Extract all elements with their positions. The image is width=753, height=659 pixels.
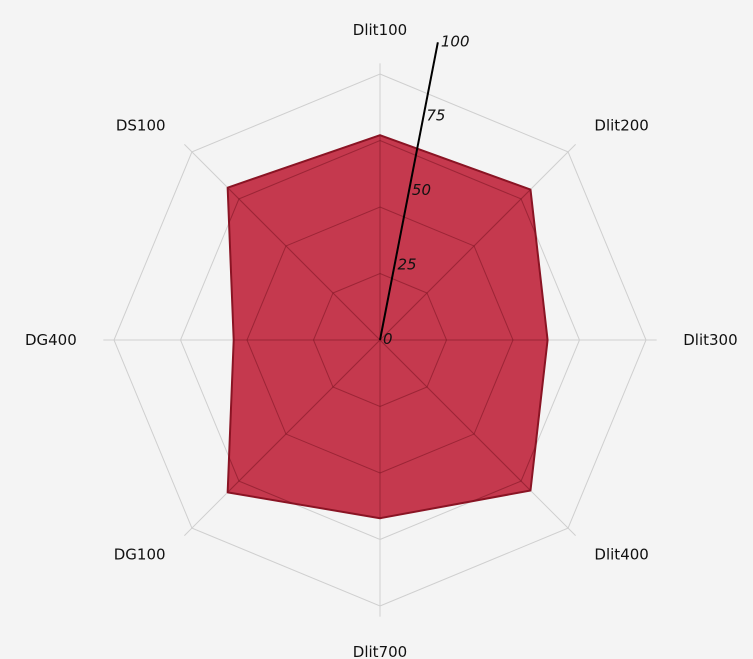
category-label: Dlit300 [683,331,737,349]
radial-tick-labels: 0 25 50 75 100 [383,32,470,348]
grid-spoke-overlay [227,339,381,493]
radial-tick-label: 100 [441,32,470,50]
radial-tick-label: 50 [412,181,431,199]
category-label: Dlit200 [594,117,648,135]
category-label: DS100 [116,117,166,135]
radial-tick-label: 0 [383,330,393,348]
radial-axis-line [379,42,439,341]
grid-spoke-overlay [227,187,381,341]
category-label: Dlit100 [353,21,407,39]
grid-ring-overlay [312,272,448,408]
radial-tick-label: 25 [397,256,416,274]
grid-ring-overlay [246,206,514,474]
category-label: DG100 [114,545,166,563]
category-label: Dlit400 [594,545,648,563]
grid-spoke-overlay [379,339,531,491]
radial-tick-label: 75 [426,107,445,125]
category-label: Dlit700 [353,643,407,659]
grid-spoke-overlay [379,189,531,341]
category-labels: Dlit100 Dlit200 Dlit300 Dlit400 Dlit700 DG100… [25,21,738,659]
series-area [226,134,549,520]
category-label: DG400 [25,331,77,349]
radar-overlay-grid [227,135,548,519]
